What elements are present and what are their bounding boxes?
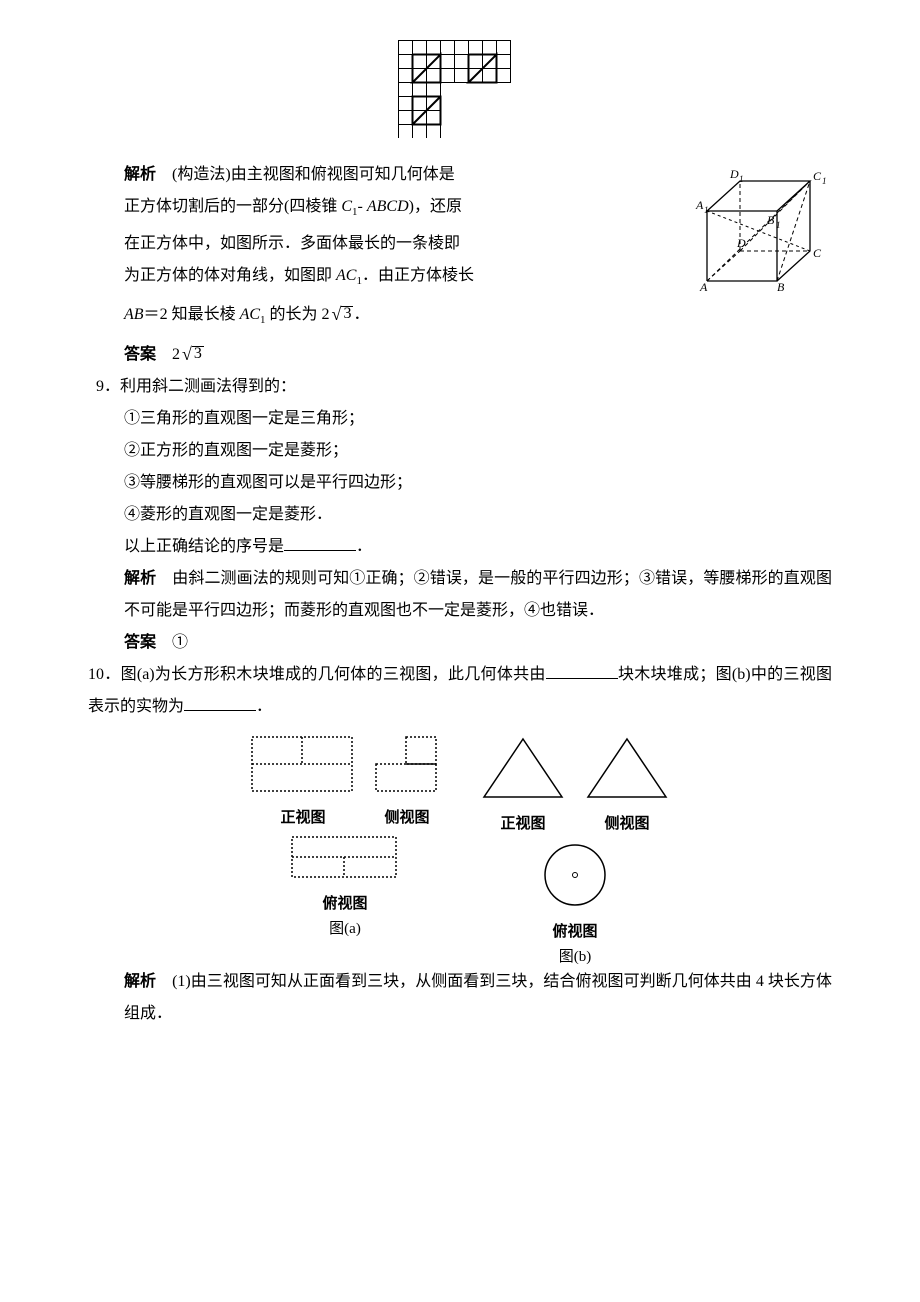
q9-item-1: ①三角形的直观图一定是三角形； <box>88 403 832 435</box>
svg-text:D: D <box>736 236 746 250</box>
fig-a-top <box>288 833 402 883</box>
q9-stem: 9．利用斜二测画法得到的： <box>88 371 832 403</box>
q9-item-4: ④菱形的直观图一定是菱形． <box>88 499 832 531</box>
q9-analysis: 解析 由斜二测画法的规则可知①正确；②错误，是一般的平行四边形；③错误，等腰梯形… <box>88 563 832 627</box>
fig-b-side <box>582 733 672 803</box>
q10-fig-a: 正视图 侧视图 <box>248 733 442 938</box>
q10-blank-2 <box>184 696 256 711</box>
svg-text:A: A <box>699 280 708 293</box>
svg-text:D: D <box>729 167 739 181</box>
fig-b-top <box>539 839 611 911</box>
q10-figures: 正视图 侧视图 <box>88 733 832 966</box>
svg-text:B: B <box>777 280 785 293</box>
svg-text:A: A <box>695 198 704 212</box>
q10-blank-1 <box>546 664 618 679</box>
q10-stem: 10．图(a)为长方形积木块堆成的几何体的三视图，此几何体共由块木块堆成；图(b… <box>88 659 832 723</box>
q10-fig-b: 正视图 侧视图 俯视图 图(b) <box>478 733 672 966</box>
fig-a-side <box>372 733 442 797</box>
fig-b-front <box>478 733 568 803</box>
q9-blank <box>284 536 356 551</box>
q8-analysis-block: 解析 (构造法)由主视图和俯视图可知几何体是 正方体切割后的一部分(四棱锥 C1… <box>88 159 832 337</box>
q9-item-2: ②正方形的直观图一定是菱形； <box>88 435 832 467</box>
svg-text:C: C <box>813 169 822 183</box>
q8-cube-figure: AB CD A1 B1 C1 D1 <box>692 163 832 298</box>
q9-item-3: ③等腰梯形的直观图可以是平行四边形； <box>88 467 832 499</box>
q9-answer: 答案 ① <box>88 627 832 659</box>
svg-text:C: C <box>813 246 822 260</box>
analysis-label: 解析 <box>124 166 156 183</box>
svg-text:B: B <box>767 213 775 227</box>
q8-top-figure <box>88 40 832 143</box>
svg-text:1: 1 <box>739 174 744 184</box>
answer-label: 答案 <box>124 346 156 363</box>
q10-analysis: 解析 (1)由三视图可知从正面看到三块，从侧面看到三块，结合俯视图可判断几何体共… <box>88 966 832 1030</box>
svg-text:1: 1 <box>704 205 709 215</box>
fig-a-front <box>248 733 358 797</box>
svg-text:1: 1 <box>776 220 781 230</box>
svg-text:1: 1 <box>822 176 827 186</box>
q9-ask: 以上正确结论的序号是． <box>88 531 832 563</box>
